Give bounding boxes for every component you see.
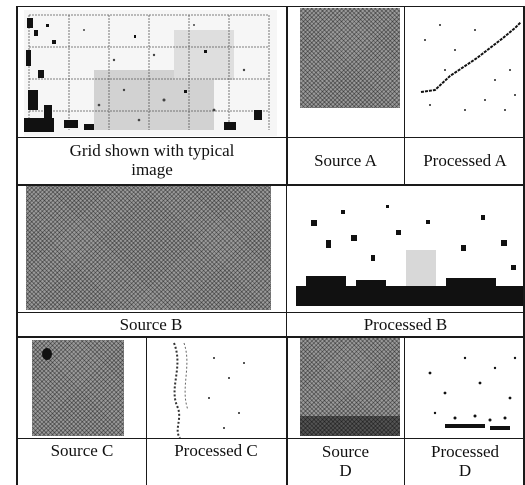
processed-a-drawing <box>420 21 522 111</box>
processed-c-drawing <box>173 342 245 438</box>
processed-b-drawing <box>296 205 525 306</box>
rule-row1-bottom <box>16 184 525 186</box>
caption-processed-d: Processed D <box>431 442 499 480</box>
rule-row1-caption-top <box>16 137 525 138</box>
source-d-image <box>300 338 400 436</box>
processed-b-image <box>296 190 525 306</box>
rule-row3-v2 <box>286 338 288 485</box>
rule-left <box>16 6 18 485</box>
caption-processed-a: Processed A <box>423 150 507 170</box>
grid-typical-image <box>24 10 277 136</box>
rule-row1-v1 <box>286 6 288 185</box>
rule-row3-caption-top <box>16 438 525 439</box>
caption-source-a: Source A <box>314 150 377 170</box>
caption-processed-b: Processed B <box>363 314 448 334</box>
source-b-image <box>26 186 271 310</box>
rule-row2-bottom <box>16 336 525 338</box>
caption-grid: Grid shown with typical image <box>69 141 235 179</box>
caption-source-b: Source B <box>119 314 183 334</box>
caption-source-c: Source C <box>50 440 114 460</box>
rule-top <box>16 6 525 7</box>
processed-d-image <box>415 338 523 436</box>
caption-processed-c: Processed C <box>174 440 258 460</box>
caption-source-d: Source D <box>321 442 370 480</box>
rule-row2-v1 <box>286 186 287 337</box>
rule-row2-caption-top <box>16 312 525 313</box>
processed-a-image <box>415 10 523 128</box>
grid-image-drawing <box>24 10 277 136</box>
rule-row3-v3 <box>404 338 405 485</box>
processed-d-drawing <box>428 356 517 430</box>
source-a-image <box>300 8 400 108</box>
source-c-image <box>32 340 124 436</box>
source-d-dark-band <box>300 416 400 436</box>
source-c-dark-spot <box>42 348 52 360</box>
rule-right <box>523 6 525 485</box>
processed-c-image <box>154 338 260 438</box>
rule-row1-v2 <box>404 6 405 185</box>
rule-row3-v1 <box>146 338 147 485</box>
